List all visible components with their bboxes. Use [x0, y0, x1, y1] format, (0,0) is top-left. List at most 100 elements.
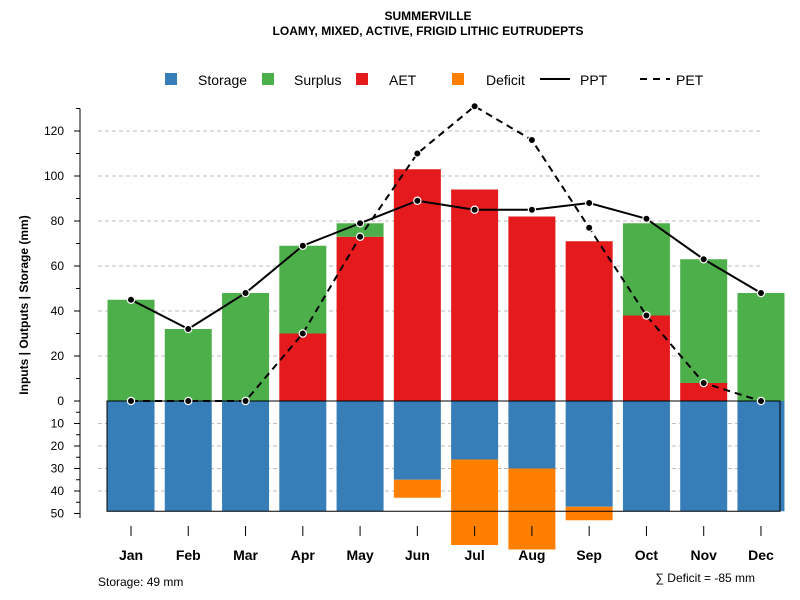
y-tick-label: 80 — [51, 214, 65, 228]
legend-label: Deficit — [486, 72, 525, 88]
axes: 0 20 40 60 80 100 120 10 20 30 40 50 Jan Feb Mar Apr May… — [44, 108, 774, 563]
ppt-point — [699, 255, 708, 264]
ppt-point — [298, 241, 308, 250]
ppt-point — [642, 214, 651, 223]
y-tick-label: 10 — [51, 417, 65, 431]
storage-bar — [107, 401, 155, 512]
surplus-bar — [622, 223, 670, 316]
storage-bar — [622, 401, 670, 512]
storage-bar — [737, 401, 785, 512]
y-tick-label: 100 — [44, 169, 64, 183]
storage-bar — [164, 401, 212, 512]
storage-note: Storage: 49 mm — [98, 575, 183, 589]
storage-bar — [222, 401, 270, 512]
pet-point — [355, 232, 365, 241]
deficit-swatch — [452, 73, 464, 85]
legend-item-pet: PET — [640, 72, 704, 88]
y-tick-label: 30 — [51, 462, 65, 476]
series-lines — [126, 102, 766, 406]
aet-bar — [565, 241, 613, 401]
x-tick-label: Aug — [518, 547, 545, 563]
surplus-swatch — [262, 73, 274, 85]
x-tick-label: Jan — [119, 547, 143, 563]
deficit-bar — [393, 479, 441, 498]
ppt-line — [130, 199, 762, 331]
storage-bar — [565, 401, 613, 507]
storage-bar — [336, 401, 384, 512]
surplus-bar — [222, 293, 270, 401]
chart-subtitle: LOAMY, MIXED, ACTIVE, FRIGID LITHIC EUTR… — [273, 24, 584, 38]
storage-swatch — [165, 73, 177, 85]
surplus-bar — [279, 245, 327, 334]
x-tick-label: Oct — [635, 547, 659, 563]
deficit-bar — [508, 468, 556, 550]
ppt-point — [126, 295, 136, 304]
chart-title: SUMMERVILLE — [384, 9, 471, 23]
y-tick-label: 20 — [51, 349, 65, 363]
legend-item-storage: Storage — [165, 72, 247, 88]
pet-point — [298, 329, 308, 338]
x-tick-label: May — [346, 547, 373, 563]
legend-item-deficit: Deficit — [452, 72, 525, 88]
ppt-point — [527, 205, 537, 214]
pet-point — [470, 102, 479, 111]
storage-bar — [680, 401, 728, 512]
legend-item-surplus: Surplus — [262, 72, 341, 88]
ppt-point — [184, 324, 193, 334]
ppt-point — [241, 288, 250, 298]
y-tick-label: 40 — [51, 484, 65, 498]
aet-swatch — [356, 73, 368, 85]
pet-point — [241, 396, 250, 406]
x-tick-label: Feb — [176, 547, 201, 563]
aet-bar — [451, 189, 499, 401]
bars — [106, 169, 785, 550]
storage-bar — [279, 401, 327, 512]
x-tick-label: Jul — [465, 547, 485, 563]
deficit-bar — [565, 506, 613, 521]
x-tick-label: Sep — [576, 547, 602, 563]
pet-point — [642, 311, 651, 320]
pet-line — [131, 105, 762, 402]
y-tick-label: 60 — [51, 259, 65, 273]
x-tick-label: Mar — [233, 547, 258, 563]
legend-label: AET — [389, 72, 417, 88]
surplus-bar — [680, 259, 728, 383]
storage-bar — [508, 401, 556, 469]
ppt-point — [470, 205, 479, 214]
legend-label: PPT — [580, 72, 608, 88]
pet-point — [126, 396, 136, 406]
storage-bar — [451, 401, 499, 460]
ppt-point — [584, 198, 594, 208]
y-tick-label: 50 — [51, 507, 65, 521]
aet-bar — [508, 216, 556, 401]
pet-point — [756, 396, 766, 406]
y-tick-label: 40 — [51, 304, 65, 318]
aet-bar — [336, 236, 384, 401]
x-tick-label: Apr — [291, 547, 316, 563]
pet-point — [527, 135, 537, 145]
y-tick-label: 20 — [51, 439, 65, 453]
deficit-note: ∑ Deficit = -85 mm — [655, 571, 755, 585]
y-tick-label: 120 — [44, 124, 64, 138]
legend-item-ppt: PPT — [540, 72, 608, 88]
surplus-bar — [336, 223, 384, 237]
x-tick-label: Dec — [748, 547, 774, 563]
ppt-point — [413, 196, 422, 205]
pet-point — [184, 396, 193, 406]
storage-bar — [393, 401, 441, 480]
ppt-point — [355, 219, 365, 228]
aet-bar — [279, 333, 327, 401]
legend-label: Surplus — [294, 72, 341, 88]
surplus-bar — [737, 293, 785, 401]
x-tick-label: Nov — [690, 547, 717, 563]
ppt-point — [756, 288, 766, 298]
legend: Storage Surplus AET Deficit PPT PET — [165, 72, 704, 88]
x-tick-label: Jun — [405, 547, 430, 563]
aet-bar — [622, 315, 670, 401]
y-tick-label: 0 — [57, 394, 64, 408]
y-axis-label: Inputs | Outputs | Storage (mm) — [17, 215, 31, 394]
pet-point — [699, 378, 708, 388]
legend-item-aet: AET — [356, 72, 417, 88]
pet-point — [584, 223, 594, 232]
